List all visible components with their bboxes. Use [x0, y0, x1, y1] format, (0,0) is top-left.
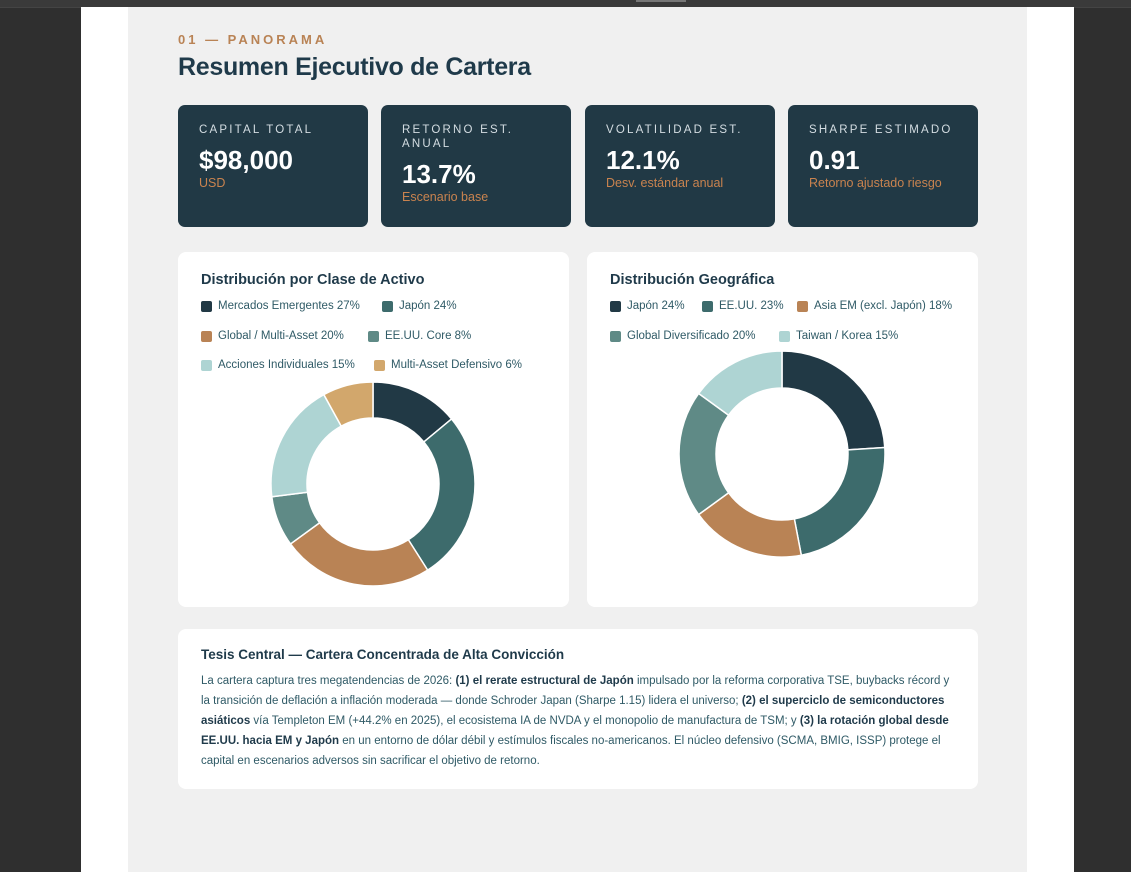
donut-slice-multi-asset-defensivo [322, 382, 374, 428]
kpi-value: 12.1% [606, 145, 680, 175]
thesis-body: La cartera captura tres megatendencias d… [201, 671, 956, 771]
legend-item: Japón 24% [610, 300, 685, 312]
legend-item: Taiwan / Korea 15% [779, 330, 898, 342]
donut-slice-global-multi-asset [289, 521, 429, 586]
legend-label: Japón 24% [399, 300, 457, 312]
legend-swatch [610, 330, 621, 342]
donut-slice-jap-n [407, 417, 475, 572]
thesis-title: Tesis Central — Cartera Concentrada de A… [201, 647, 565, 662]
legend-label: Mercados Emergentes 27% [218, 300, 360, 312]
kpi-sub: Retorno ajustado riesgo [809, 176, 942, 190]
thesis-highlight: (3) la rotación global desde EE.UU. haci… [201, 715, 949, 747]
thesis-text: La cartera captura tres megatendencias d… [201, 675, 456, 687]
section-eyebrow: 01 — PANORAMA [178, 32, 328, 47]
kpi-capital-total: CAPITAL TOTAL $98,000 USD [178, 105, 368, 227]
legend-item: Global / Multi-Asset 20% [201, 330, 344, 342]
donut-slice-ee-uu [793, 446, 885, 557]
legend-label: Global Diversificado 20% [627, 330, 756, 342]
legend-swatch [382, 300, 393, 312]
legend-swatch [797, 300, 808, 312]
chart-title: Distribución por Clase de Activo [201, 272, 425, 288]
kpi-sub: USD [199, 176, 226, 190]
legend-label: Global / Multi-Asset 20% [218, 330, 344, 342]
thesis-text: impulsado por la reforma corporativa TSE… [201, 675, 950, 707]
legend-item: Global Diversificado 20% [610, 330, 755, 342]
kpi-sub: Escenario base [402, 190, 489, 204]
kpi-label: SHARPE ESTIMADO [809, 124, 953, 136]
kpi-volatilidad: VOLATILIDAD EST. 12.1% Desv. estándar an… [585, 105, 775, 227]
document-sheet: 01 — PANORAMA Resumen Ejecutivo de Carte… [81, 7, 1074, 872]
kpi-sub: Desv. estándar anual [606, 176, 724, 190]
legend-label: Multi-Asset Defensivo 6% [391, 359, 523, 371]
asset-class-chart-card: Distribución por Clase de Activo Mercado… [178, 252, 569, 607]
donut-slice-jap-n [781, 351, 885, 451]
kpi-sharpe: SHARPE ESTIMADO 0.91 Retorno ajustado ri… [788, 105, 978, 227]
thesis-text: en un entorno de dólar débil y estímulos… [201, 735, 941, 767]
thesis-highlight: (1) el rerate estructural de Japón [455, 675, 634, 687]
legend-item: Multi-Asset Defensivo 6% [374, 359, 522, 371]
thesis-highlight: (2) el superciclo de semiconductores asi… [201, 695, 945, 727]
donut-slice-taiwan-korea [697, 351, 783, 417]
kpi-value: 13.7% [402, 159, 476, 189]
geography-chart-card: Distribución Geográfica Japón 24% EE.UU.… [587, 252, 978, 607]
legend-item: EE.UU. Core 8% [368, 330, 471, 342]
legend-item: Japón 24% [382, 300, 457, 312]
donut-slice-global-diversificado [679, 392, 730, 516]
report-page: 01 — PANORAMA Resumen Ejecutivo de Carte… [128, 7, 1027, 872]
legend-label: Acciones Individuales 15% [218, 359, 355, 371]
legend-label: EE.UU. Core 8% [385, 330, 472, 342]
kpi-value: $98,000 [199, 145, 293, 175]
legend-label: Asia EM (excl. Japón) 18% [814, 300, 953, 312]
geography-donut-chart [679, 351, 885, 557]
legend-item: EE.UU. 23% [702, 300, 784, 312]
thesis-card: Tesis Central — Cartera Concentrada de A… [178, 629, 978, 789]
legend-swatch [201, 330, 212, 342]
kpi-label: RETORNO EST. ANUAL [402, 124, 514, 150]
kpi-label: VOLATILIDAD EST. [606, 124, 743, 136]
legend-swatch [374, 359, 385, 371]
page-title: Resumen Ejecutivo de Cartera [178, 53, 531, 81]
legend-label: EE.UU. 23% [719, 300, 784, 312]
donut-slice-acciones-individuales [271, 393, 343, 498]
chart-title: Distribución Geográfica [610, 272, 775, 288]
kpi-retorno-anual: RETORNO EST. ANUAL 13.7% Escenario base [381, 105, 571, 227]
legend-swatch [779, 330, 790, 342]
legend-item: Mercados Emergentes 27% [201, 300, 360, 312]
thesis-text: vía Templeton EM (+44.2% en 2025), el ec… [250, 715, 800, 727]
kpi-value: 0.91 [809, 145, 860, 175]
asset-class-donut-chart [271, 382, 475, 586]
legend-item: Acciones Individuales 15% [201, 359, 355, 371]
legend-label: Japón 24% [627, 300, 685, 312]
legend-swatch [610, 300, 621, 312]
legend-swatch [702, 300, 713, 312]
legend-label: Taiwan / Korea 15% [796, 330, 899, 342]
legend-swatch [201, 300, 212, 312]
legend-swatch [201, 359, 212, 371]
kpi-label: CAPITAL TOTAL [199, 124, 314, 136]
viewer-tab-indicator [636, 0, 686, 2]
legend-item: Asia EM (excl. Japón) 18% [797, 300, 952, 312]
legend-swatch [368, 330, 379, 342]
